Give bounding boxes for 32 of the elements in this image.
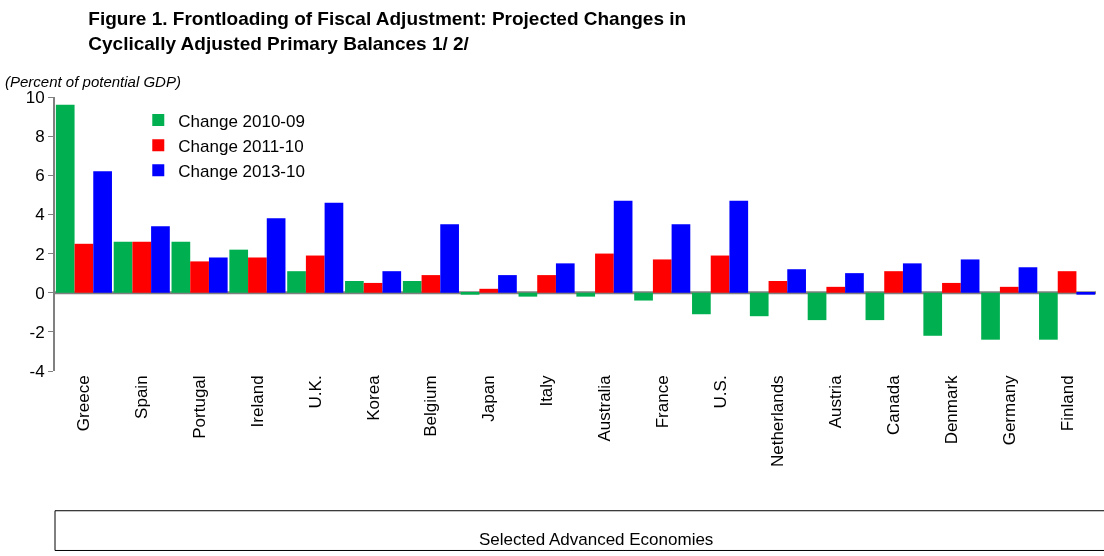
y-tick-label: -2 [29, 322, 45, 342]
legend-label: Change 2010-09 [178, 111, 305, 131]
x-tick-label: Korea [363, 374, 383, 421]
x-tick-label: Greece [74, 375, 94, 432]
x-tick-label: Denmark [941, 374, 961, 445]
text: Selected Advanced Economies [479, 530, 714, 549]
y-tick-label: 6 [35, 166, 45, 186]
chart-subtitle: (Percent of potential GDP) [5, 73, 181, 90]
y-tick-label: -4 [29, 361, 45, 381]
y-tick-label: 4 [35, 205, 45, 225]
y-tick-label: 10 [25, 87, 45, 107]
y-tick-label: 2 [35, 244, 45, 264]
x-tick-label: Spain [132, 375, 152, 419]
x-tick-label: Portugal [190, 375, 210, 439]
x-tick-label: Canada [884, 374, 904, 435]
x-tick-label: France [652, 375, 672, 429]
x-tick-label: Finland [1057, 375, 1077, 432]
x-tick-label: Australia [594, 374, 614, 442]
x-tick-label: Austria [826, 374, 846, 429]
y-tick-label: 0 [35, 283, 45, 303]
legend-label: Change 2011-10 [178, 136, 304, 156]
x-tick-label: Germany [999, 374, 1019, 446]
legend-label: Change 2013-10 [178, 161, 305, 181]
y-tick-label: 8 [35, 127, 45, 147]
x-tick-label: Italy [537, 374, 557, 407]
x-tick-label: Netherlands [768, 375, 788, 468]
chart-title: Figure 1. Frontloading of Fiscal Adjustment: Projected Changes in Cyclically Adjusted Primary Balances 1/ 2/ [88, 8, 687, 54]
x-tick-label: U.S. [710, 375, 730, 409]
x-tick-label: Belgium [421, 375, 441, 437]
x-tick-label: Ireland [247, 375, 267, 428]
x-tick-label: U.K. [305, 375, 325, 409]
x-tick-label: Japan [479, 375, 499, 422]
